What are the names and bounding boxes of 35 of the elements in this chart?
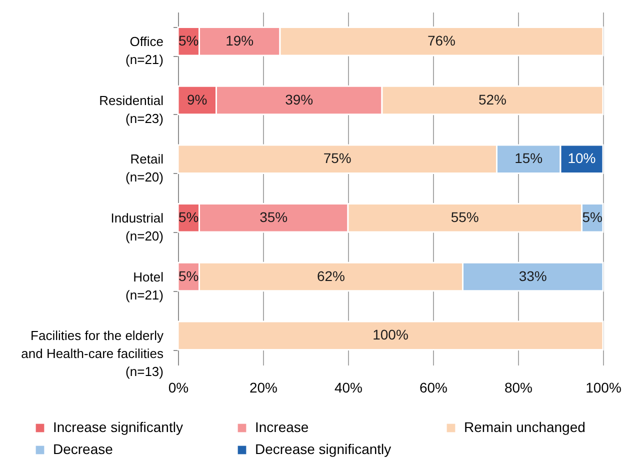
data-label: 100% <box>372 326 408 343</box>
data-label: 15% <box>514 150 543 166</box>
legend-label: Decrease significantly <box>255 441 392 457</box>
data-label: 10% <box>568 150 596 166</box>
x-tick-label: 100% <box>586 380 622 396</box>
legend-label: Decrease <box>53 441 114 457</box>
data-label: 5% <box>582 208 602 225</box>
data-label: 9% <box>187 91 208 108</box>
data-label: 75% <box>323 150 352 166</box>
data-label: 5% <box>178 268 199 284</box>
x-tick-label: 80% <box>504 380 533 396</box>
y-tick-label: Office (n=21) <box>126 34 164 67</box>
x-tick-label: 40% <box>334 380 363 396</box>
data-label: 33% <box>518 268 547 284</box>
y-tick-label: Facilities for the elderly and Health-care facilities (n=13) <box>21 328 164 380</box>
data-label: 5% <box>178 32 199 48</box>
data-label: 76% <box>427 32 456 48</box>
legend-label: Increase <box>255 419 309 435</box>
data-label: 62% <box>316 268 346 284</box>
legend-label: Remain unchanged <box>464 419 586 435</box>
x-tick-label: 0% <box>168 380 189 396</box>
data-label: 52% <box>478 91 507 108</box>
y-tick-label: Industrial (n=20) <box>110 210 164 244</box>
data-label: 39% <box>285 91 314 108</box>
bar <box>177 320 604 350</box>
data-label: 5% <box>178 208 199 225</box>
y-tick-label: Retail (n=20) <box>126 152 164 185</box>
legend-label: Increase significantly <box>53 419 183 435</box>
data-label: 19% <box>226 32 254 48</box>
data-label: 55% <box>450 208 479 225</box>
y-tick-label: Residential (n=23) <box>99 92 164 126</box>
x-tick-label: 20% <box>249 380 278 396</box>
data-label: 35% <box>260 208 288 225</box>
y-tick-label: Hotel (n=21) <box>126 269 164 302</box>
x-tick-label: 60% <box>419 380 448 396</box>
